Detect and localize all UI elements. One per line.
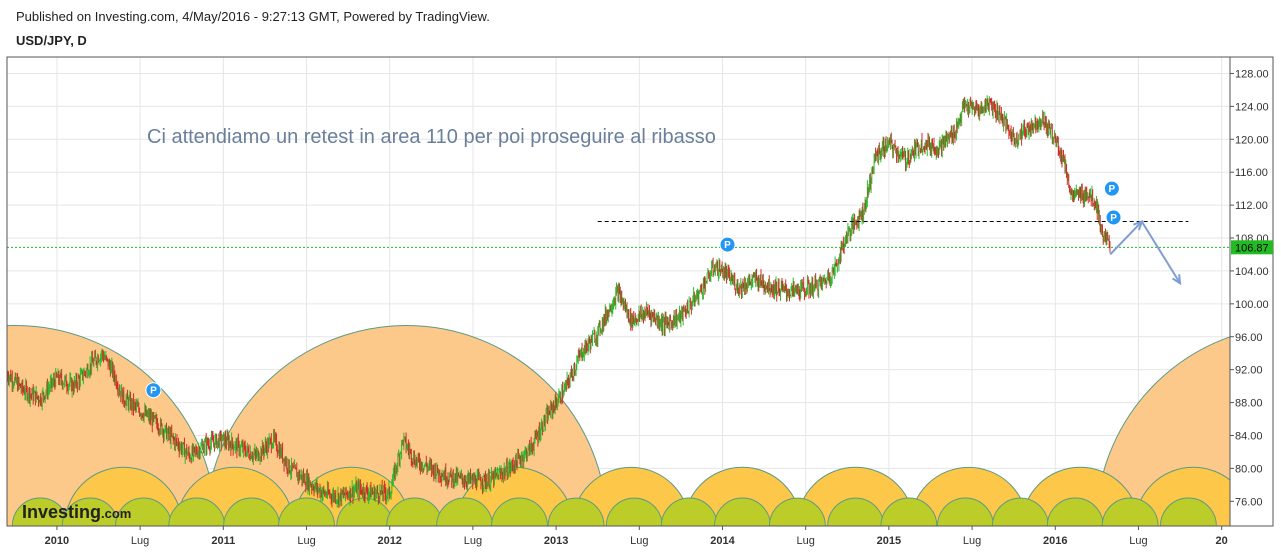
y-tick-label: 76.00 [1235,496,1263,508]
y-tick-label: 116.00 [1235,167,1268,179]
p-marker: P [719,236,736,253]
y-axis: 76.00 80.00 84.00 88.00 92.00 96.00 100.00 104.… [1230,68,1269,508]
x-tick-label: 20 [1216,535,1228,547]
x-tick-label: Lug [963,535,981,547]
x-tick-label: Lug [1129,535,1147,547]
cycle-arcs [7,324,1230,526]
small-cycle-arc [991,497,1049,526]
p-marker-label: P [1110,213,1117,224]
small-cycle-arc [1159,497,1217,526]
small-cycle-arc [936,497,994,526]
p-marker-circle [145,382,162,399]
x-tick-label: 2016 [1043,535,1067,547]
price-candles [7,95,1111,508]
svg-text:Investing.com: Investing.com [22,502,131,522]
small-cycle-arc [768,497,826,526]
x-tick-label: 2011 [211,535,235,547]
small-cycle-arc [1046,497,1104,526]
small-cycle-arc [605,497,663,526]
forecast-arrowhead [1171,274,1182,286]
p-marker: P [1103,180,1120,197]
y-tick-label: 112.00 [1235,200,1268,212]
x-axis: 2010 Lug 2011 Lug 2012 Lug 2013 Lug 2014 Lug 2015 L… [45,526,1228,547]
small-cycle-arc [436,497,494,526]
small-cycle-arc [491,497,548,526]
plot-frame [6,56,1274,527]
y-tick-label: 84.00 [1235,430,1263,442]
forecast-arrow [1109,220,1143,256]
y-tick-label: 128.00 [1235,68,1269,80]
p-marker: P [145,382,162,399]
forecast-arrow [1140,221,1181,284]
y-tick-label: 120.00 [1235,134,1269,146]
x-tick-label: 2013 [544,535,568,547]
small-cycle-arc [278,497,335,526]
small-cycle-arc [714,497,771,526]
grid [7,57,1230,526]
published-header: Published on Investing.com, 4/May/2016 -… [16,9,490,24]
x-tick-label: 2014 [710,535,735,547]
p-marker-circle [719,236,736,253]
current-price-tag: 106.87 [1231,240,1273,255]
x-tick-label: 2010 [45,535,69,547]
logo-main-text: Investing [22,502,101,522]
y-tick-label: 92.00 [1235,365,1263,377]
small-cycle-arc [1101,497,1159,526]
x-tick-label: Lug [297,535,315,547]
y-tick-label: 124.00 [1235,101,1269,113]
x-tick-label: Lug [630,535,648,547]
logo-sub-text: .com [101,506,131,521]
small-cycle-arc [223,497,281,526]
small-cycle-arc [547,497,605,526]
y-tick-label: 104.00 [1235,266,1269,278]
y-tick-label: 100.00 [1235,299,1269,311]
x-tick-label: Lug [797,535,815,547]
small-cycle-arc [168,497,226,526]
analysis-annotation: Ci attendiamo un retest in area 110 per … [147,126,716,148]
price-tag-box [1231,240,1273,255]
x-tick-label: 2012 [377,535,401,547]
p-marker-circle [1103,180,1120,197]
price-tag-label: 106.87 [1235,242,1269,254]
investing-logo: Investing.com [22,502,131,522]
p-marker-label: P [724,240,731,251]
p-marker-label: P [1109,184,1116,195]
small-cycle-arc [880,497,938,526]
y-tick-label: 80.00 [1235,463,1263,475]
overlays [7,219,1230,286]
p-marker-label: P [150,386,157,397]
symbol-title: USD/JPY, D [16,33,87,48]
p-marker-circle [1105,209,1122,226]
y-tick-label: 96.00 [1235,332,1263,344]
p-markers: P P P P [145,180,1122,399]
x-tick-label: Lug [131,535,149,547]
p-marker: P [1105,209,1122,226]
x-tick-label: Lug [464,535,482,547]
y-tick-label: 88.00 [1235,398,1263,410]
x-tick-label: 2015 [877,535,901,547]
